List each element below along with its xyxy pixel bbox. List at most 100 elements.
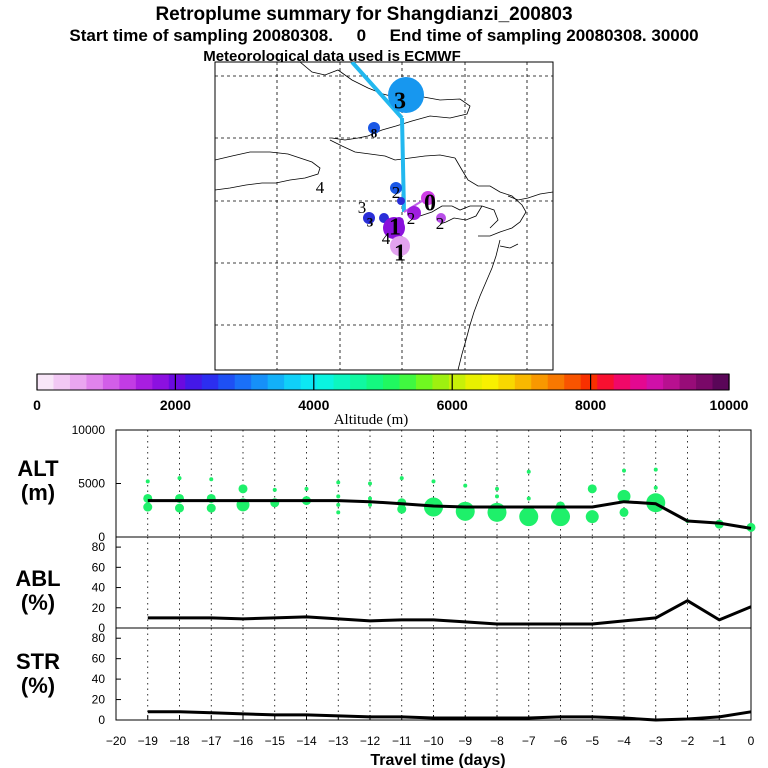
str-panel-unit: (%) xyxy=(21,673,55,698)
cluster-label: 2 xyxy=(436,214,445,233)
x-tick-label: −20 xyxy=(106,734,127,748)
cluster-point xyxy=(206,503,216,513)
cluster-marker xyxy=(390,182,402,194)
cluster-point xyxy=(526,469,531,474)
alt-series-line xyxy=(147,499,752,530)
x-tick-label: −10 xyxy=(423,734,444,748)
y-tick-label: 0 xyxy=(98,621,105,635)
x-tick-label: −7 xyxy=(522,734,536,748)
colorbar-cell xyxy=(613,374,631,390)
colorbar-cell xyxy=(696,374,714,390)
colorbar-cell xyxy=(251,374,269,390)
x-tick-label: 0 xyxy=(748,734,755,748)
alt-panel: ALT (m) 10000 5000 0 xyxy=(17,423,756,544)
y-tick-label: 5000 xyxy=(78,477,105,491)
cluster-label: 3 xyxy=(358,198,367,217)
cluster-point xyxy=(143,502,153,512)
colorbar-cell xyxy=(135,374,153,390)
x-tick-label: −6 xyxy=(554,734,568,748)
cluster-marker xyxy=(436,213,446,223)
y-tick-label: 40 xyxy=(92,672,106,686)
x-tick-label: −12 xyxy=(360,734,381,748)
colorbar-cell xyxy=(366,374,384,390)
cluster-point xyxy=(587,484,597,494)
str-panel-label: STR xyxy=(16,649,60,674)
x-tick-label: −4 xyxy=(617,734,631,748)
y-tick-label: 40 xyxy=(92,581,106,595)
y-tick-label: 60 xyxy=(92,560,106,574)
cluster-label: 0 xyxy=(424,190,436,216)
cluster-point xyxy=(619,507,629,517)
cluster-point xyxy=(304,486,309,491)
alt-frame xyxy=(115,429,752,538)
x-tick-label: −9 xyxy=(458,734,472,748)
cluster-point xyxy=(519,507,539,527)
abl-panel: ABL (%) 80 60 40 20 0 xyxy=(15,536,752,635)
y-tick-label: 20 xyxy=(92,693,106,707)
cluster-point xyxy=(209,477,214,482)
x-axis-label: Travel time (days) xyxy=(370,752,505,768)
colorbar-cell xyxy=(234,374,252,390)
cluster-point xyxy=(272,487,277,492)
map-gridlines xyxy=(215,62,553,370)
cluster-point xyxy=(526,496,531,501)
colorbar-cell xyxy=(547,374,565,390)
cluster-point xyxy=(368,496,372,501)
sampling-time-line: Start time of sampling 20080308. 0 End t… xyxy=(69,26,698,45)
cluster-label: 1 xyxy=(394,240,406,266)
cluster-marker xyxy=(394,217,404,227)
colorbar-cell xyxy=(399,374,417,390)
travel-time-axis: Travel time (days) −20 −19 −18 −17 −16 −15 −14… xyxy=(106,715,755,768)
cluster-point xyxy=(336,502,341,507)
colorbar-cell xyxy=(168,374,186,390)
colorbar-tick-label: 10000 xyxy=(710,397,749,413)
chart-title: Retroplume summary for Shangdianzi_20080… xyxy=(155,4,572,25)
colorbar-cell xyxy=(185,374,203,390)
y-tick-label: 0 xyxy=(98,713,105,727)
alt-panel-unit: (m) xyxy=(21,480,55,505)
colorbar-cell xyxy=(712,374,730,390)
y-tick-label: 0 xyxy=(98,530,105,544)
colorbar-label: Altitude (m) xyxy=(334,412,409,428)
colorbar-cell xyxy=(597,374,615,390)
cluster-point xyxy=(238,484,248,494)
colorbar-cell xyxy=(300,374,318,390)
met-data-line: Meteorological data used is ECMWF xyxy=(203,48,461,65)
cluster-point xyxy=(177,476,182,481)
colorbar-cell xyxy=(481,374,499,390)
altitude-colorbar: 0 2000 4000 6000 8000 10000 Altitude (m) xyxy=(33,373,749,428)
cluster-marker xyxy=(368,122,380,134)
cluster-point xyxy=(617,489,631,503)
alt-panel-label: ALT xyxy=(17,456,59,481)
cluster-point xyxy=(368,502,372,507)
cluster-point xyxy=(336,510,341,515)
colorbar-cell xyxy=(86,374,104,390)
cluster-label: 2 xyxy=(392,183,401,202)
cluster-label: 3 xyxy=(394,88,406,114)
colorbar-cell xyxy=(37,374,55,390)
cluster-label: 1 xyxy=(389,214,401,240)
x-tick-label: −13 xyxy=(328,734,349,748)
x-tick-label: −8 xyxy=(490,734,504,748)
x-tick-label: −11 xyxy=(392,734,412,748)
x-tick-label: −19 xyxy=(138,734,159,748)
colorbar-tick-label: 8000 xyxy=(575,397,606,413)
y-tick-label: 20 xyxy=(92,601,106,615)
colorbar-cell xyxy=(383,374,401,390)
colorbar-tick-label: 2000 xyxy=(160,397,191,413)
colorbar-cell xyxy=(531,374,549,390)
colorbar-cell xyxy=(646,374,664,390)
x-tick-label: −16 xyxy=(233,734,254,748)
y-tick-label: 80 xyxy=(92,540,106,554)
colorbar-cell xyxy=(580,374,598,390)
y-tick-label: 80 xyxy=(92,631,106,645)
colorbar-cell xyxy=(564,374,582,390)
cluster-marker xyxy=(390,236,410,256)
x-tick-label: −18 xyxy=(169,734,190,748)
colorbar-cell xyxy=(415,374,434,390)
colorbar-cell xyxy=(448,374,466,390)
cluster-point xyxy=(455,501,475,521)
cluster-marker xyxy=(421,191,435,205)
abl-panel-label: ABL xyxy=(15,566,60,591)
